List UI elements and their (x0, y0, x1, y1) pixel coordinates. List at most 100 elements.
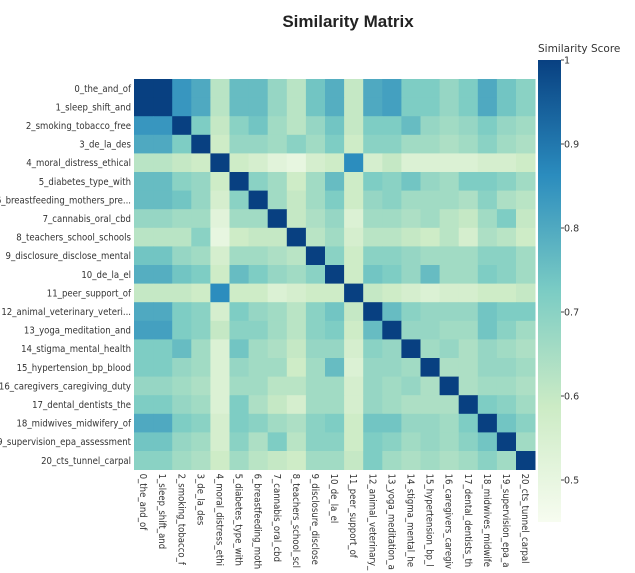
heatmap-cell (248, 246, 269, 266)
column-tick-label: 4_moral_distress_ethi (213, 474, 224, 566)
heatmap-cell (229, 116, 249, 136)
heatmap-cell (172, 97, 192, 117)
heatmap-cell (153, 79, 173, 98)
heatmap-cell (382, 227, 402, 247)
heatmap-cell (516, 190, 536, 210)
row-tick-label: 4_moral_distress_ethical (26, 158, 131, 169)
heatmap-cell (420, 116, 440, 136)
heatmap-cell (305, 246, 326, 266)
heatmap-cell (477, 116, 498, 136)
heatmap-cell (458, 376, 479, 396)
heatmap-cell (210, 413, 230, 433)
heatmap-cell (382, 283, 402, 303)
heatmap-cell (210, 283, 230, 303)
heatmap-cell (477, 79, 498, 98)
heatmap-cell (267, 265, 288, 284)
heatmap-cell (325, 413, 345, 433)
heatmap-cell (344, 116, 364, 136)
heatmap-cell (286, 339, 307, 359)
heatmap-cell (344, 339, 364, 359)
heatmap-cell (325, 358, 345, 377)
heatmap-cell (420, 358, 440, 377)
heatmap-cell (325, 320, 345, 340)
heatmap-cell (382, 320, 402, 340)
heatmap-cell (363, 209, 383, 229)
heatmap-cell (344, 395, 364, 415)
heatmap-cell (267, 172, 288, 191)
row-tick-label: 16_caregivers_caregiving_duty (0, 381, 131, 392)
heatmap-cell (134, 172, 154, 191)
column-tick-label: 9_disclosure_disclose (309, 474, 320, 565)
heatmap-cell (363, 358, 383, 377)
heatmap-cell (210, 339, 230, 359)
heatmap-cell (382, 153, 402, 173)
row-tick-label: 1_sleep_shift_and (55, 102, 131, 113)
heatmap-cell (439, 265, 460, 284)
column-tick-label: 15_hypertension_bp_l (424, 474, 435, 567)
heatmap-cell (286, 79, 307, 98)
heatmap-cell (401, 153, 421, 173)
heatmap-cell (420, 339, 440, 359)
heatmap-cell (439, 209, 460, 229)
heatmap-cell (496, 265, 517, 284)
column-tick-label: 5_diabetes_type_with (233, 474, 244, 566)
heatmap-cell (229, 376, 249, 396)
heatmap-cell (439, 79, 460, 98)
heatmap-cell (172, 283, 192, 303)
heatmap-cell (267, 302, 288, 322)
heatmap-cell (420, 79, 440, 98)
heatmap-cell (439, 153, 460, 173)
heatmap-cell (229, 302, 249, 322)
heatmap-cell (344, 265, 364, 284)
heatmap-cell (458, 413, 479, 433)
heatmap-cell (172, 172, 192, 191)
heatmap-cell (248, 451, 269, 470)
heatmap-cell (305, 339, 326, 359)
heatmap-cell (439, 116, 460, 136)
heatmap-cell (191, 97, 211, 117)
heatmap-cell (477, 320, 498, 340)
heatmap-cell (496, 79, 517, 98)
heatmap-cell (516, 79, 536, 98)
heatmap-cell (401, 283, 421, 303)
row-tick-label: 9_disclosure_disclose_mental (6, 251, 131, 262)
heatmap-cell (458, 358, 479, 377)
heatmap-cell (516, 395, 536, 415)
heatmap-cell (401, 116, 421, 136)
heatmap-cell (210, 302, 230, 322)
heatmap-cell (420, 209, 440, 229)
heatmap-cell (286, 153, 307, 173)
column-tick-label: 8_teachers_school_scl (290, 474, 301, 568)
heatmap-cell (305, 97, 326, 117)
heatmap-cell (172, 358, 192, 377)
heatmap-cell (420, 172, 440, 191)
heatmap-cell (325, 283, 345, 303)
heatmap-cell (496, 134, 517, 154)
heatmap-cell (363, 302, 383, 322)
heatmap-cell (496, 97, 517, 117)
heatmap-cell (286, 246, 307, 266)
heatmap-cell (134, 451, 154, 470)
heatmap-cell (477, 376, 498, 396)
heatmap-cell (229, 432, 249, 452)
heatmap-cell (516, 320, 536, 340)
heatmap-cell (477, 134, 498, 154)
heatmap-cell (172, 190, 192, 210)
heatmap-cell (401, 432, 421, 452)
colorbar-tick-label: 1 (564, 56, 570, 67)
heatmap-cell (496, 246, 517, 266)
column-labels: 0_the_and_of 1_sleep_shift_and 2_smoking_t… (137, 474, 530, 571)
heatmap-cell (267, 246, 288, 266)
heatmap-cell (153, 153, 173, 173)
heatmap-cell (401, 395, 421, 415)
heatmap-cell (153, 97, 173, 117)
heatmap-cell (134, 395, 154, 415)
heatmap-cell (267, 283, 288, 303)
heatmap-cell (267, 79, 288, 98)
heatmap-cell (477, 97, 498, 117)
heatmap-cell (401, 209, 421, 229)
heatmap-cell (439, 395, 460, 415)
heatmap-cell (496, 302, 517, 322)
heatmap-cell (325, 190, 345, 210)
heatmap-cell (344, 283, 364, 303)
